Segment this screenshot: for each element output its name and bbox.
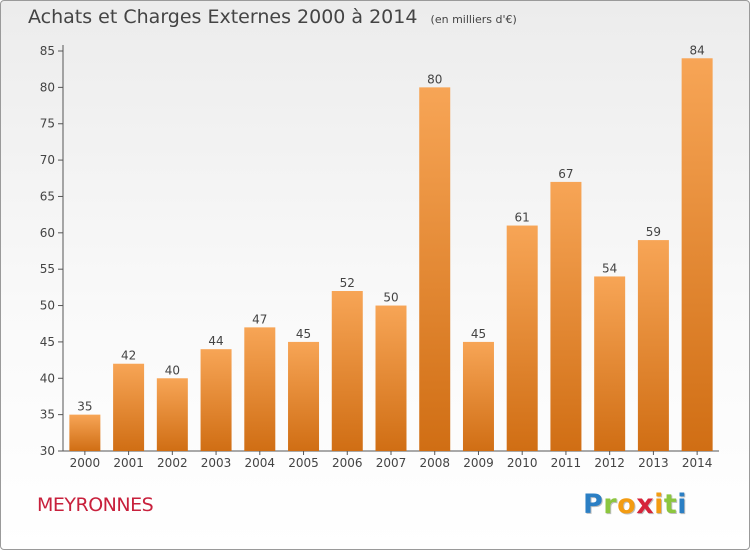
x-tick-label: 2013 <box>638 456 669 470</box>
y-tick-label: 65 <box>40 189 55 203</box>
logo-letter: i <box>677 489 688 520</box>
y-tick-label: 40 <box>40 371 55 385</box>
chart-title: Achats et Charges Externes 2000 à 2014 <box>28 6 418 28</box>
x-tick-label: 2012 <box>594 456 625 470</box>
x-tick-label: 2005 <box>288 456 319 470</box>
y-tick-label: 55 <box>40 262 55 276</box>
data-label: 54 <box>602 261 617 275</box>
bar <box>462 341 494 451</box>
y-tick-label: 45 <box>40 335 55 349</box>
logo-letter: t <box>663 489 678 520</box>
data-label: 67 <box>558 167 573 181</box>
y-tick-label: 60 <box>40 226 55 240</box>
bar <box>331 291 363 451</box>
logo-letter: P <box>583 489 604 520</box>
y-tick-label: 70 <box>40 153 55 167</box>
data-label: 52 <box>340 276 355 290</box>
bar <box>200 349 232 451</box>
x-tick-label: 2007 <box>376 456 407 470</box>
data-label: 45 <box>471 327 486 341</box>
data-label: 45 <box>296 327 311 341</box>
commune-name: MEYRONNES <box>37 494 154 516</box>
bar <box>681 58 713 451</box>
logo-letter: i <box>654 489 664 520</box>
x-tick-label: 2000 <box>70 456 101 470</box>
data-label: 44 <box>208 334 223 348</box>
y-tick-label: 50 <box>40 299 55 313</box>
y-tick-label: 80 <box>40 80 55 94</box>
x-tick-label: 2011 <box>551 456 582 470</box>
x-tick-label: 2002 <box>157 456 188 470</box>
bar <box>288 341 320 451</box>
y-tick-label: 75 <box>40 117 55 131</box>
data-label: 84 <box>689 43 704 57</box>
chart-unit: (en milliers d'€) <box>430 13 517 26</box>
x-tick-label: 2004 <box>245 456 276 470</box>
data-label: 40 <box>165 363 180 377</box>
bar <box>594 276 626 451</box>
logo-letter: r <box>603 489 618 520</box>
y-tick-label: 85 <box>40 44 55 58</box>
x-tick-label: 2006 <box>332 456 363 470</box>
data-label: 50 <box>383 291 398 305</box>
y-tick-label: 30 <box>40 444 55 458</box>
data-label: 59 <box>646 225 661 239</box>
x-tick-label: 2001 <box>113 456 144 470</box>
bar <box>550 181 582 451</box>
data-label: 80 <box>427 72 442 86</box>
data-label: 61 <box>515 211 530 225</box>
logo-letter: x <box>636 489 655 520</box>
bar <box>69 414 101 451</box>
x-tick-label: 2014 <box>682 456 713 470</box>
data-label: 42 <box>121 349 136 363</box>
bar <box>506 225 538 451</box>
bar <box>113 363 145 451</box>
x-tick-label: 2009 <box>463 456 494 470</box>
bar <box>375 305 407 451</box>
bar <box>244 327 276 451</box>
x-tick-label: 2010 <box>507 456 538 470</box>
x-tick-label: 2003 <box>201 456 232 470</box>
proxiti-logo: Proxiti <box>583 489 687 520</box>
data-label: 47 <box>252 312 267 326</box>
logo-letter: o <box>617 489 637 520</box>
bar <box>637 240 669 451</box>
bar <box>156 378 188 451</box>
data-label: 35 <box>77 400 92 414</box>
bar <box>419 87 451 451</box>
x-tick-label: 2008 <box>419 456 450 470</box>
y-tick-label: 35 <box>40 408 55 422</box>
title-row: Achats et Charges Externes 2000 à 2014 (… <box>28 6 517 28</box>
